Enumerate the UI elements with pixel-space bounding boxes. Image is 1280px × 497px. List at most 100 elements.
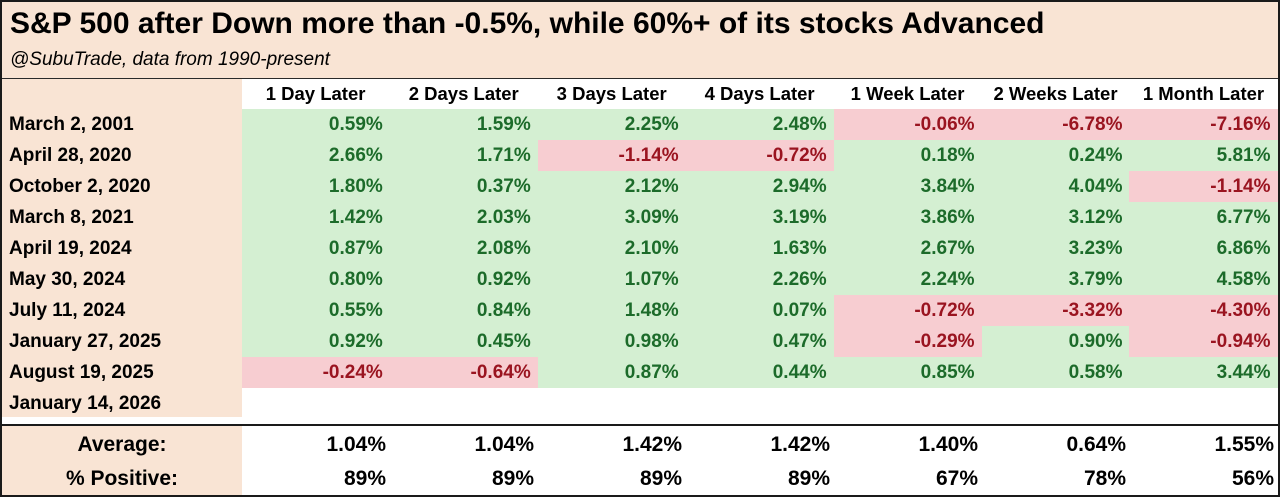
return-cell: 0.59% — [241, 109, 390, 140]
percent-positive-value: 78% — [1083, 467, 1126, 490]
return-cell: -0.06% — [833, 109, 982, 140]
average-value: 1.40% — [918, 433, 978, 456]
return-cell: 3.44% — [1129, 357, 1278, 388]
return-cell: 0.07% — [685, 295, 834, 326]
return-cell: 0.87% — [241, 233, 390, 264]
column-header-row: 1 Day Later 2 Days Later 3 Days Later 4 … — [2, 79, 1278, 109]
column-header: 2 Weeks Later — [981, 79, 1130, 109]
average-value: 1.04% — [474, 433, 534, 456]
return-cell: -0.64% — [389, 357, 538, 388]
average-value: 1.55% — [1214, 433, 1274, 456]
table-header-panel: S&P 500 after Down more than -0.5%, whil… — [2, 2, 1278, 79]
table-subtitle: @SubuTrade, data from 1990-present — [10, 49, 330, 70]
return-cell: 3.86% — [833, 202, 982, 233]
return-cell: 3.84% — [833, 171, 982, 202]
return-cell: 0.58% — [981, 357, 1130, 388]
return-cell: -0.72% — [685, 140, 834, 171]
row-date: January 14, 2026 — [9, 393, 162, 414]
return-cell: 1.63% — [685, 233, 834, 264]
return-cell: -0.72% — [833, 295, 982, 326]
return-cell — [685, 388, 834, 419]
table-row: April 28, 2020 2.66% 1.71% -1.14% -0.72% 0.18… — [2, 140, 1278, 171]
return-cell: 2.66% — [241, 140, 390, 171]
table-row: April 19, 2024 0.87% 2.08% 2.10% 1.63% 2.67% 3… — [2, 233, 1278, 264]
average-value: 1.42% — [770, 433, 830, 456]
return-cell: -0.24% — [241, 357, 390, 388]
column-header: 2 Days Later — [389, 79, 539, 109]
average-value: 1.04% — [326, 433, 386, 456]
percent-positive-value: 67% — [935, 467, 978, 490]
percent-positive-label: % Positive: — [65, 467, 179, 490]
return-cell: 5.81% — [1129, 140, 1278, 171]
average-row: Average: 1.04% 1.04% 1.42% 1.42% 1.40% 0… — [2, 428, 1278, 462]
return-cell: 1.48% — [537, 295, 686, 326]
column-header: 1 Day Later — [241, 79, 391, 109]
return-cell: 2.25% — [537, 109, 686, 140]
return-cell: 0.90% — [981, 326, 1130, 357]
return-cell: 0.37% — [389, 171, 538, 202]
column-header: 1 Week Later — [833, 79, 983, 109]
return-cell — [241, 388, 390, 419]
return-cell: 0.47% — [685, 326, 834, 357]
return-cell: 4.04% — [981, 171, 1130, 202]
average-value: 1.42% — [622, 433, 682, 456]
table-row: May 30, 2024 0.80% 0.92% 1.07% 2.26% 2.24% 3.7… — [2, 264, 1278, 295]
return-cell — [1129, 388, 1278, 419]
return-cell: 0.80% — [241, 264, 390, 295]
column-header: 4 Days Later — [685, 79, 835, 109]
percent-positive-value: 89% — [491, 467, 534, 490]
row-date: May 30, 2024 — [9, 269, 126, 290]
table-row: August 19, 2025 -0.24% -0.64% 0.87% 0.44% 0.8… — [2, 357, 1278, 388]
return-cell: 2.24% — [833, 264, 982, 295]
return-cell: 3.12% — [981, 202, 1130, 233]
return-cell: -0.94% — [1129, 326, 1278, 357]
table-row: July 11, 2024 0.55% 0.84% 1.48% 0.07% -0.72% -… — [2, 295, 1278, 326]
row-date: October 2, 2020 — [9, 176, 151, 197]
return-cell: 0.85% — [833, 357, 982, 388]
return-cell — [981, 388, 1130, 419]
row-date: March 8, 2021 — [9, 207, 134, 228]
date-column-background — [2, 79, 242, 417]
return-cell: 3.23% — [981, 233, 1130, 264]
percent-positive-row: % Positive: 89% 89% 89% 89% 67% 78% 56% — [2, 462, 1278, 495]
return-cell: 0.24% — [981, 140, 1130, 171]
return-cell — [389, 388, 538, 419]
return-cell: 0.44% — [685, 357, 834, 388]
return-cell: 0.18% — [833, 140, 982, 171]
summary-label-background — [2, 426, 242, 495]
table-title: S&P 500 after Down more than -0.5%, whil… — [10, 7, 1045, 40]
column-header: 3 Days Later — [537, 79, 687, 109]
return-cell: -4.30% — [1129, 295, 1278, 326]
return-cell: 2.26% — [685, 264, 834, 295]
return-cell: 1.80% — [241, 171, 390, 202]
return-cell: 3.19% — [685, 202, 834, 233]
percent-positive-value: 56% — [1231, 467, 1274, 490]
return-cell — [537, 388, 686, 419]
return-cell: -1.14% — [1129, 171, 1278, 202]
return-cell: 0.87% — [537, 357, 686, 388]
percent-positive-value: 89% — [343, 467, 386, 490]
return-cell: 3.79% — [981, 264, 1130, 295]
return-cell: -3.32% — [981, 295, 1130, 326]
return-cell: 0.55% — [241, 295, 390, 326]
return-cell: 2.03% — [389, 202, 538, 233]
return-cell: 1.71% — [389, 140, 538, 171]
summary-footer: Average: 1.04% 1.04% 1.42% 1.42% 1.40% 0… — [2, 424, 1278, 495]
return-cell: 2.10% — [537, 233, 686, 264]
return-cell: 2.94% — [685, 171, 834, 202]
row-date: July 11, 2024 — [9, 300, 126, 321]
return-cell: 1.59% — [389, 109, 538, 140]
return-cell: -7.16% — [1129, 109, 1278, 140]
row-date: April 28, 2020 — [9, 145, 132, 166]
return-cell: 6.86% — [1129, 233, 1278, 264]
return-cell: -6.78% — [981, 109, 1130, 140]
return-cell: 2.67% — [833, 233, 982, 264]
return-cell: 2.12% — [537, 171, 686, 202]
return-cell: 0.92% — [241, 326, 390, 357]
row-date: April 19, 2024 — [9, 238, 132, 259]
row-date: January 27, 2025 — [9, 331, 162, 352]
return-cell: 0.84% — [389, 295, 538, 326]
returns-table: 1 Day Later 2 Days Later 3 Days Later 4 … — [2, 79, 1278, 419]
return-cell: -1.14% — [537, 140, 686, 171]
